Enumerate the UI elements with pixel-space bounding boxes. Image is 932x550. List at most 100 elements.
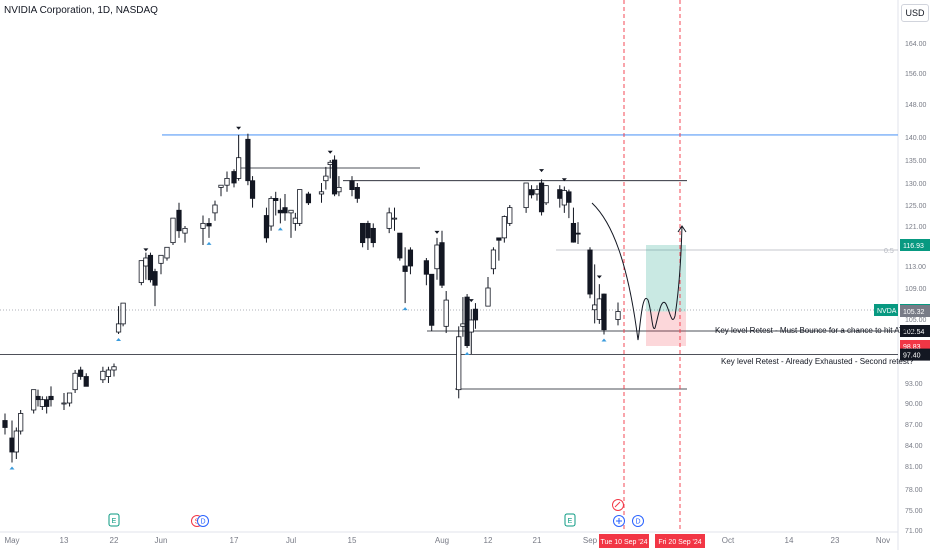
candle-body bbox=[557, 189, 563, 199]
candle-body bbox=[434, 244, 440, 270]
grid-layer bbox=[0, 0, 899, 550]
fractal-high-marker bbox=[143, 248, 149, 252]
earnings-marker-1-label: E bbox=[112, 518, 117, 525]
candle-body bbox=[9, 437, 15, 453]
price-tick-label: 105.00 bbox=[905, 317, 927, 324]
price-tick-label: 113.00 bbox=[905, 264, 926, 271]
candle-body bbox=[528, 189, 535, 196]
candle-body bbox=[468, 319, 474, 333]
candle-body bbox=[170, 217, 176, 244]
candle-body bbox=[273, 197, 279, 201]
price-label-box bbox=[900, 305, 930, 317]
candle-body bbox=[111, 366, 117, 371]
time-tick-label: May bbox=[4, 536, 19, 545]
candle-body bbox=[277, 209, 283, 214]
price-tick-label: 148.00 bbox=[905, 102, 927, 109]
candle-body bbox=[615, 311, 621, 320]
time-tick-label: Oct bbox=[722, 536, 735, 545]
candle-body bbox=[212, 204, 218, 214]
candle-body bbox=[72, 372, 78, 391]
candle-body bbox=[561, 190, 567, 206]
price-tick-label: 121.00 bbox=[905, 224, 927, 231]
candle-body bbox=[443, 299, 449, 327]
candle-body bbox=[349, 180, 355, 190]
candle-body bbox=[218, 184, 224, 188]
candle-body bbox=[323, 175, 329, 182]
fib-level-label: 0.5 bbox=[884, 248, 894, 255]
price-tick-label: 81.00 bbox=[905, 464, 923, 471]
price-tick-label: 90.00 bbox=[905, 401, 923, 408]
candle-body bbox=[485, 287, 491, 307]
fractal-low-marker bbox=[116, 338, 122, 341]
fractal-low-marker bbox=[277, 227, 283, 231]
time-tick-label: 15 bbox=[348, 536, 357, 545]
time-tick-label: Aug bbox=[435, 536, 449, 545]
earnings-marker-2-label: E bbox=[568, 518, 573, 525]
candle-body bbox=[147, 254, 154, 281]
candle-body bbox=[423, 260, 429, 275]
fractal-high-marker bbox=[468, 299, 474, 303]
candle-body bbox=[460, 323, 466, 327]
date-badge-label-2: Fri 20 Sep '24 bbox=[658, 539, 701, 546]
price-tick-label: 84.00 bbox=[905, 443, 923, 450]
candle-body bbox=[13, 430, 19, 453]
dividend-marker-2 bbox=[632, 515, 644, 527]
candle-body bbox=[78, 369, 84, 377]
add-event-marker-icon bbox=[616, 518, 622, 524]
fractal-high-marker bbox=[327, 150, 333, 154]
time-tick-label: 23 bbox=[831, 536, 840, 545]
price-label-text: 102.54 bbox=[903, 329, 925, 336]
price-tick-label: 164.00 bbox=[905, 41, 927, 48]
candle-body bbox=[592, 304, 598, 311]
fractal-low-marker bbox=[402, 307, 408, 311]
candle-body bbox=[360, 222, 366, 244]
time-tick-label: 14 bbox=[785, 536, 794, 545]
candle-body bbox=[18, 413, 24, 432]
candle-body bbox=[523, 182, 529, 209]
chart-title: NVIDIA Corporation, 1D, NASDAQ bbox=[4, 5, 158, 16]
candle-body bbox=[138, 260, 144, 283]
candle-body bbox=[587, 249, 593, 295]
candle-body bbox=[245, 138, 251, 182]
candle-body bbox=[402, 265, 408, 272]
candle-body bbox=[48, 395, 54, 401]
alert-marker bbox=[612, 499, 624, 511]
price-tick-label: 140.00 bbox=[905, 135, 927, 142]
candle-body bbox=[292, 217, 298, 224]
candle-body bbox=[331, 159, 338, 195]
time-tick-label: Jul bbox=[286, 536, 296, 545]
candle-body bbox=[231, 171, 237, 184]
price-tick-label: 71.00 bbox=[905, 528, 923, 535]
candle-body bbox=[35, 395, 41, 401]
candle-body bbox=[472, 308, 479, 321]
candle-body bbox=[206, 222, 212, 227]
date-badge-2 bbox=[655, 534, 705, 548]
candle-body bbox=[66, 392, 73, 404]
fractal-high-marker bbox=[236, 126, 242, 130]
price-tick-label: 156.00 bbox=[905, 71, 927, 78]
candle-body bbox=[596, 298, 602, 320]
ticker-tag-label: NVDA bbox=[877, 308, 897, 315]
candle-body bbox=[61, 402, 67, 405]
dividend-marker-1 bbox=[197, 515, 209, 527]
fractal-high-marker bbox=[434, 230, 440, 234]
candle-body bbox=[297, 189, 303, 224]
fractal-low-marker bbox=[601, 338, 607, 342]
drawing-layer: 0.5 bbox=[0, 0, 898, 532]
date-badge-1 bbox=[599, 534, 649, 548]
position-loss-zone bbox=[646, 311, 686, 346]
currency-button[interactable]: USD bbox=[901, 4, 929, 22]
price-label-text: 97.40 bbox=[903, 353, 921, 360]
price-label-text: 98.83 bbox=[903, 344, 921, 351]
earnings-marker-1 bbox=[108, 513, 120, 527]
alert-marker-icon bbox=[614, 501, 621, 508]
forecast-arrowhead bbox=[677, 225, 687, 233]
price-label-text: 116.93 bbox=[903, 243, 924, 250]
candle-body bbox=[496, 237, 502, 241]
price-label-box bbox=[900, 325, 930, 337]
candle-body bbox=[120, 302, 126, 325]
candle-body bbox=[249, 180, 256, 199]
candle-body bbox=[31, 389, 37, 411]
candle-body bbox=[507, 207, 513, 224]
